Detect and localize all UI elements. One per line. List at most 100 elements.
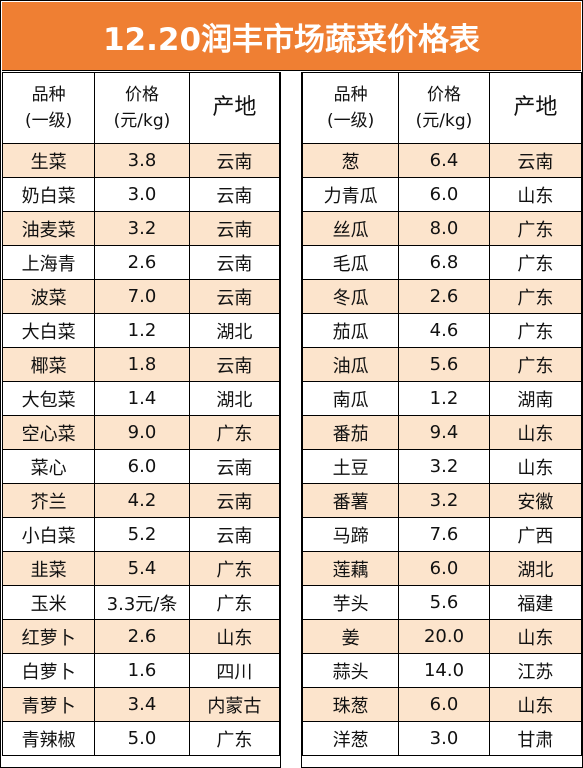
origin-cell: 云南 bbox=[188, 347, 281, 382]
variety-cell: 生菜 bbox=[1, 143, 96, 178]
header-price-line2: (元/kg) bbox=[415, 111, 473, 131]
header-variety: 品种 (一级) bbox=[1, 72, 96, 144]
price-cell: 2.6 bbox=[398, 279, 490, 314]
price-cell: 3.2 bbox=[398, 449, 490, 484]
price-cell: 5.6 bbox=[398, 347, 490, 382]
variety-cell: 菜心 bbox=[1, 449, 96, 484]
variety-cell: 青萝卜 bbox=[1, 687, 96, 722]
price-cell: 5.2 bbox=[94, 517, 190, 552]
variety-cell: 空心菜 bbox=[1, 415, 96, 450]
variety-cell: 大白菜 bbox=[1, 313, 96, 348]
origin-cell: 湖北 bbox=[188, 313, 281, 348]
origin-cell: 山东 bbox=[488, 687, 583, 722]
origin-cell: 云南 bbox=[188, 449, 281, 484]
variety-cell: 椰菜 bbox=[1, 347, 96, 382]
table-row: 波菜 7.0 云南 bbox=[1, 279, 281, 314]
price-cell: 1.8 bbox=[94, 347, 190, 382]
origin-cell: 湖北 bbox=[188, 381, 281, 416]
table-row: 珠葱 6.0 山东 bbox=[301, 687, 583, 722]
price-cell: 7.6 bbox=[398, 517, 490, 552]
origin-cell: 云南 bbox=[188, 211, 281, 246]
table-row: 红萝卜 2.6 山东 bbox=[1, 619, 281, 654]
table-row: 生菜 3.8 云南 bbox=[1, 143, 281, 178]
origin-cell: 湖南 bbox=[488, 381, 583, 416]
table-row: 空心菜 9.0 广东 bbox=[1, 415, 281, 450]
origin-cell: 山东 bbox=[488, 449, 583, 484]
table-row: 番茄 9.4 山东 bbox=[301, 415, 583, 450]
table-row: 韭菜 5.4 广东 bbox=[1, 551, 281, 586]
variety-cell: 韭菜 bbox=[1, 551, 96, 586]
origin-cell: 四川 bbox=[188, 653, 281, 688]
variety-cell: 红萝卜 bbox=[1, 619, 96, 654]
price-cell: 3.4 bbox=[94, 687, 190, 722]
table-row: 青萝卜 3.4 内蒙古 bbox=[1, 687, 281, 722]
table-row: 茄瓜 4.6 广东 bbox=[301, 313, 583, 348]
table-row: 菜心 6.0 云南 bbox=[1, 449, 281, 484]
origin-cell: 广东 bbox=[488, 211, 583, 246]
origin-cell: 广东 bbox=[488, 313, 583, 348]
table-row: 毛瓜 6.8 广东 bbox=[301, 245, 583, 280]
origin-cell: 云南 bbox=[188, 245, 281, 280]
price-cell: 20.0 bbox=[398, 619, 490, 654]
variety-cell: 莲藕 bbox=[301, 551, 400, 586]
price-cell: 1.2 bbox=[398, 381, 490, 416]
price-cell: 5.4 bbox=[94, 551, 190, 586]
header-variety-line1: 品种 bbox=[333, 85, 368, 105]
origin-cell: 江苏 bbox=[488, 653, 583, 688]
variety-cell: 南瓜 bbox=[301, 381, 400, 416]
origin-cell: 广东 bbox=[488, 279, 583, 314]
variety-cell: 大包菜 bbox=[1, 381, 96, 416]
table-row: 玉米 3.3元/条 广东 bbox=[1, 585, 281, 620]
table-row: 青辣椒 5.0 广东 bbox=[1, 721, 281, 756]
price-cell: 5.0 bbox=[94, 721, 190, 756]
table-row: 上海青 2.6 云南 bbox=[1, 245, 281, 280]
price-cell: 7.0 bbox=[94, 279, 190, 314]
table-row: 蒜头 14.0 江苏 bbox=[301, 653, 583, 688]
header-price-line1: 价格 bbox=[427, 85, 461, 105]
header-variety: 品种 (一级) bbox=[301, 72, 400, 144]
header-price: 价格 (元/kg) bbox=[398, 72, 490, 144]
origin-cell: 内蒙古 bbox=[188, 687, 281, 722]
table-row: 南瓜 1.2 湖南 bbox=[301, 381, 583, 416]
variety-cell: 姜 bbox=[301, 619, 400, 654]
table-row: 丝瓜 8.0 广东 bbox=[301, 211, 583, 246]
origin-cell: 广东 bbox=[188, 585, 281, 620]
variety-cell: 洋葱 bbox=[301, 721, 400, 756]
origin-cell: 云南 bbox=[188, 143, 281, 178]
table-row: 小白菜 5.2 云南 bbox=[1, 517, 281, 552]
header-price-line1: 价格 bbox=[124, 85, 159, 105]
price-table-left: 品种 (一级) 价格 (元/kg) 产地 生菜 3.8 云南 奶白菜 3.0 云南 油麦菜 3… bbox=[1, 72, 281, 756]
price-cell: 6.0 bbox=[398, 687, 490, 722]
header-origin: 产地 bbox=[188, 72, 281, 144]
variety-cell: 葱 bbox=[301, 143, 400, 178]
price-cell: 6.8 bbox=[398, 245, 490, 280]
variety-cell: 丝瓜 bbox=[301, 211, 400, 246]
price-cell: 14.0 bbox=[398, 653, 490, 688]
table-row: 油麦菜 3.2 云南 bbox=[1, 211, 281, 246]
variety-cell: 奶白菜 bbox=[1, 177, 96, 212]
header-price: 价格 (元/kg) bbox=[94, 72, 190, 144]
origin-cell: 云南 bbox=[488, 143, 583, 178]
origin-cell: 安徽 bbox=[488, 483, 583, 518]
table-row: 芋头 5.6 福建 bbox=[301, 585, 583, 620]
price-cell: 6.0 bbox=[398, 551, 490, 586]
price-cell: 1.6 bbox=[94, 653, 190, 688]
page-title: 12.20润丰市场蔬菜价格表 bbox=[2, 2, 581, 71]
table-row: 椰菜 1.8 云南 bbox=[1, 347, 281, 382]
origin-cell: 广东 bbox=[188, 551, 281, 586]
header-variety-line2: (一级) bbox=[327, 111, 375, 131]
price-cell: 2.6 bbox=[94, 619, 190, 654]
variety-cell: 毛瓜 bbox=[301, 245, 400, 280]
header-variety-line1: 品种 bbox=[31, 85, 66, 105]
price-cell: 3.3元/条 bbox=[94, 585, 190, 620]
origin-cell: 山东 bbox=[188, 619, 281, 654]
price-cell: 3.2 bbox=[398, 483, 490, 518]
table-row: 土豆 3.2 山东 bbox=[301, 449, 583, 484]
table-row: 奶白菜 3.0 云南 bbox=[1, 177, 281, 212]
variety-cell: 波菜 bbox=[1, 279, 96, 314]
table-row: 莲藕 6.0 湖北 bbox=[301, 551, 583, 586]
price-table-right: 品种 (一级) 价格 (元/kg) 产地 葱 6.4 云南 力青瓜 6.0 山东 丝瓜 8.0… bbox=[301, 72, 583, 756]
origin-cell: 广东 bbox=[488, 245, 583, 280]
price-cell: 4.2 bbox=[94, 483, 190, 518]
